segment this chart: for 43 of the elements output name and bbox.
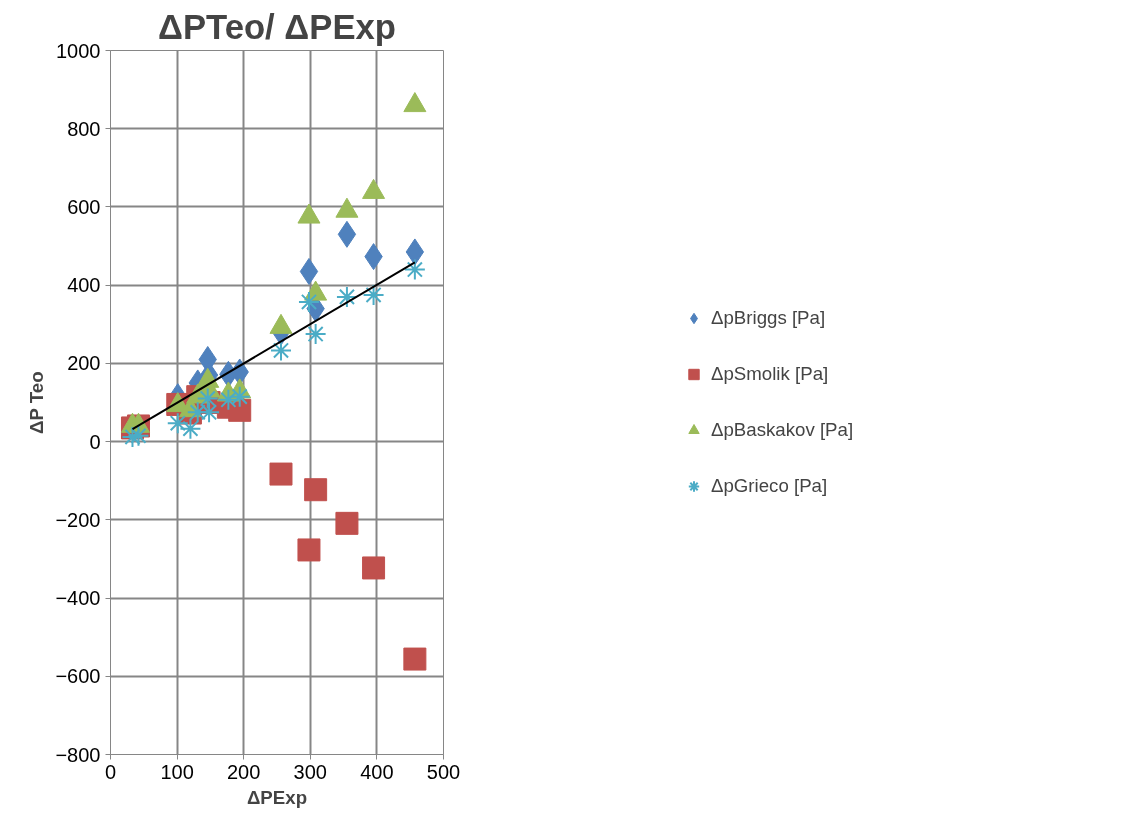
x-tick-label: 500	[426, 760, 461, 783]
x-tick-label: 300	[293, 760, 327, 783]
y-tick-label: 400	[67, 274, 101, 297]
point	[405, 238, 425, 266]
y-tick-label: 600	[67, 195, 101, 218]
y-tick-label: −800	[55, 743, 101, 766]
legend-label: ΔpBaskakov [Pa]	[711, 419, 855, 441]
legend-label: ΔpBriggs [Pa]	[711, 307, 827, 329]
y-tick-label: 0	[89, 430, 101, 453]
y-tick-label: 200	[67, 352, 101, 375]
point	[297, 538, 321, 562]
point	[304, 323, 327, 346]
point	[299, 257, 319, 285]
point	[297, 290, 320, 313]
x-tick-label: 200	[227, 760, 261, 783]
y-tick-label: −200	[55, 508, 101, 531]
point	[228, 385, 251, 408]
y-tick-label: 800	[67, 117, 101, 140]
x-axis-title: ΔPExp	[246, 786, 308, 808]
point	[362, 283, 385, 306]
y-tick-label: 1000	[56, 39, 101, 62]
point	[269, 462, 293, 486]
y-axis-title: ΔP Teo	[26, 371, 48, 434]
point	[337, 220, 357, 248]
point	[217, 388, 240, 411]
point	[403, 258, 426, 281]
x-tick-label: 100	[160, 760, 194, 783]
legend-label: ΔpSmolik [Pa]	[711, 363, 830, 385]
point	[179, 417, 202, 440]
point	[304, 478, 328, 502]
point	[403, 647, 427, 671]
x-tick-label: 400	[360, 760, 394, 783]
chart-title: ΔPTeo/ ΔPExp	[158, 7, 396, 46]
point	[270, 339, 292, 362]
point	[198, 401, 221, 424]
point	[362, 556, 386, 580]
point	[335, 285, 358, 308]
point	[335, 511, 359, 535]
point	[166, 412, 189, 435]
x-tick-label: 0	[104, 760, 117, 783]
y-tick-label: −400	[55, 587, 101, 610]
legend-label: ΔpGrieco [Pa]	[711, 475, 829, 497]
y-tick-label: −600	[55, 665, 101, 688]
